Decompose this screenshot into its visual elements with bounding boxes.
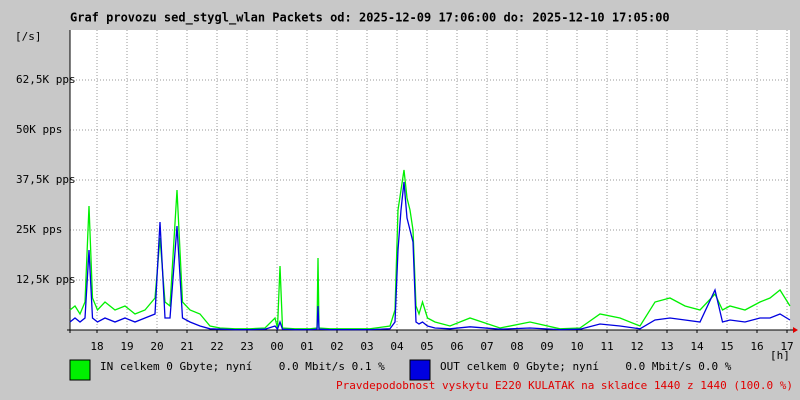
x-tick-label: 06 xyxy=(450,340,463,353)
x-tick-label: 15 xyxy=(720,340,733,353)
series-line xyxy=(69,169,791,330)
x-tick-label: 07 xyxy=(480,340,493,353)
y-tick-label: 12,5K pps xyxy=(16,273,76,286)
x-tick-label: 14 xyxy=(690,340,704,353)
x-tick-label: 20 xyxy=(150,340,163,353)
legend-swatch xyxy=(69,359,91,381)
y-tick-label: 62,5K pps xyxy=(16,73,76,86)
y-tick-label: 37,5K pps xyxy=(16,173,76,186)
x-tick-label: 12 xyxy=(630,340,643,353)
x-tick-label: 00 xyxy=(270,340,283,353)
x-tick-label: 21 xyxy=(180,340,193,353)
x-tick-label: 22 xyxy=(210,340,223,353)
x-tick-label: 11 xyxy=(600,340,613,353)
x-tick-label: 02 xyxy=(330,340,343,353)
x-tick-label: 01 xyxy=(300,340,313,353)
x-tick-label: 13 xyxy=(660,340,673,353)
axis-arrow xyxy=(793,327,798,333)
legend-swatch xyxy=(409,359,431,381)
y-tick-label: 50K pps xyxy=(16,123,62,136)
y-tick-label: 25K pps xyxy=(16,223,62,236)
x-tick-label: 04 xyxy=(390,340,404,353)
x-tick-label: 17 xyxy=(780,340,793,353)
series-line xyxy=(69,181,791,331)
chart-title: Graf provozu sed_stygl_wlan Packets od: … xyxy=(70,11,670,26)
x-tick-label: 19 xyxy=(120,340,133,353)
legend-label: OUT celkem 0 Gbyte; nyní 0.0 Mbit/s 0.0 … xyxy=(440,360,732,373)
x-unit: [h] xyxy=(770,349,790,362)
x-tick-label: 05 xyxy=(420,340,433,353)
x-tick-label: 10 xyxy=(570,340,583,353)
y-unit: [/s] xyxy=(15,30,42,43)
x-tick-label: 08 xyxy=(510,340,523,353)
legend-label: IN celkem 0 Gbyte; nyní 0.0 Mbit/s 0.1 % xyxy=(100,360,385,373)
x-tick-label: 18 xyxy=(90,340,103,353)
x-tick-label: 23 xyxy=(240,340,253,353)
x-tick-label: 03 xyxy=(360,340,373,353)
footnote: Pravdepodobnost vyskytu E220 KULATAK na … xyxy=(336,379,793,392)
x-tick-label: 16 xyxy=(750,340,763,353)
x-tick-label: 09 xyxy=(540,340,553,353)
